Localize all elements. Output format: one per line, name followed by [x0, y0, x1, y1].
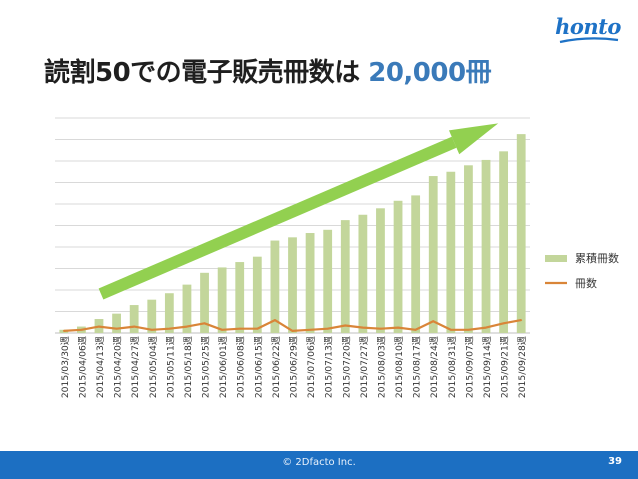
line-point — [168, 327, 171, 330]
line-point — [115, 327, 118, 330]
line-point — [361, 326, 364, 329]
x-tick-label: 2015/09/21週 — [499, 336, 511, 398]
bar — [499, 151, 509, 333]
x-tick-label: 2015/06/22週 — [270, 336, 282, 398]
line-point — [432, 320, 435, 323]
chart: 2015/03/30週 2015/04/06週 2015/04/13週 2015/04… — [55, 117, 619, 398]
x-tick-label: 2015/05/04週 — [147, 336, 159, 398]
x-tick-label: 2015/06/29週 — [288, 336, 300, 398]
line-point — [98, 325, 100, 328]
line-point — [449, 328, 452, 331]
bar — [164, 293, 174, 333]
bar — [340, 220, 350, 333]
x-tick-label: 2015/08/24週 — [428, 336, 440, 398]
legend-label-line: 冊数 — [575, 277, 597, 290]
x-tick-label: 2015/07/27週 — [358, 336, 370, 398]
line-point — [203, 322, 206, 325]
x-tick-label: 2015/09/07週 — [463, 336, 475, 398]
x-tick-label: 2015/04/13週 — [94, 336, 106, 398]
line-point — [133, 325, 136, 328]
x-tick-label: 2015/07/06週 — [305, 336, 317, 398]
line-point — [502, 322, 505, 325]
x-tick-label: 2015/08/10週 — [393, 336, 405, 398]
line-point — [467, 328, 470, 331]
line-point — [397, 326, 399, 329]
bar — [305, 233, 315, 333]
x-tick-label: 2015/04/06週 — [76, 336, 88, 398]
x-tick-label: 2015/04/27週 — [129, 336, 141, 398]
x-tick-label: 2015/06/15週 — [252, 336, 264, 398]
x-tick-label: 2015/09/28週 — [516, 336, 528, 398]
x-tick-label: 2015/05/18週 — [182, 336, 194, 398]
bar — [270, 240, 280, 333]
x-tick-label: 2015/08/03週 — [375, 336, 387, 398]
line-point — [291, 329, 294, 332]
bar — [428, 176, 438, 333]
bar — [481, 159, 491, 333]
x-tick-label: 2015/05/25週 — [200, 336, 212, 398]
legend-label-bar: 累積冊数 — [575, 251, 619, 265]
line-point — [80, 328, 83, 331]
bar — [217, 267, 227, 333]
legend-swatch-bar — [545, 255, 567, 262]
x-tick-label: 2015/09/14週 — [481, 336, 493, 398]
line-point — [326, 327, 329, 330]
bar — [323, 229, 333, 333]
x-tick-label: 2015/06/01週 — [217, 336, 229, 398]
x-tick-label: 2015/03/30週 — [59, 336, 71, 398]
x-tick-label: 2015/07/20週 — [340, 336, 352, 398]
line-point — [238, 327, 241, 330]
line-point — [344, 324, 347, 327]
bar — [464, 165, 473, 333]
bar — [288, 237, 297, 333]
x-tick-label: 2015/08/17週 — [411, 336, 423, 398]
bar — [411, 195, 421, 333]
bar — [252, 256, 262, 333]
bar — [182, 284, 192, 333]
bar — [129, 305, 139, 333]
x-tick-label: 2015/05/11週 — [164, 336, 176, 398]
bar — [393, 200, 403, 333]
line-point — [256, 327, 259, 330]
bar — [200, 272, 209, 333]
page-number: 39 — [608, 456, 622, 467]
line-point — [309, 328, 311, 331]
title-highlight: 20,000冊 — [368, 58, 492, 88]
title-main: 読割50での電子販売冊数は — [44, 58, 360, 88]
honto-logo: honto — [552, 14, 624, 48]
logo-swoosh — [559, 37, 619, 44]
bar — [147, 299, 157, 333]
line-point — [62, 329, 65, 332]
x-tick-label: 2015/04/20週 — [112, 336, 124, 398]
bar — [358, 214, 368, 333]
x-tick-label: 2015/06/08週 — [235, 336, 247, 398]
line-point — [485, 326, 487, 329]
line-point — [274, 319, 276, 321]
line-point — [414, 328, 417, 331]
bar — [235, 262, 245, 333]
line-point — [186, 325, 188, 328]
trend-arrow-head — [448, 123, 499, 155]
footer-bar: © 2Dfacto Inc. 39 — [0, 451, 638, 479]
line-point — [221, 328, 224, 331]
trend-arrow-shaft — [98, 136, 457, 300]
copyright-text: © 2Dfacto Inc. — [282, 457, 356, 468]
bar — [376, 208, 385, 333]
page-title: 読割50での電子販売冊数は 20,000冊 — [44, 52, 492, 89]
x-tick-label: 2015/08/31週 — [446, 336, 458, 398]
line-point — [520, 319, 523, 321]
bar — [516, 134, 526, 333]
bar — [446, 171, 456, 333]
bar — [112, 313, 121, 333]
line-point — [150, 328, 153, 331]
line-point — [379, 327, 382, 330]
x-tick-label: 2015/07/13週 — [323, 336, 335, 398]
logo-text: honto — [555, 14, 621, 39]
